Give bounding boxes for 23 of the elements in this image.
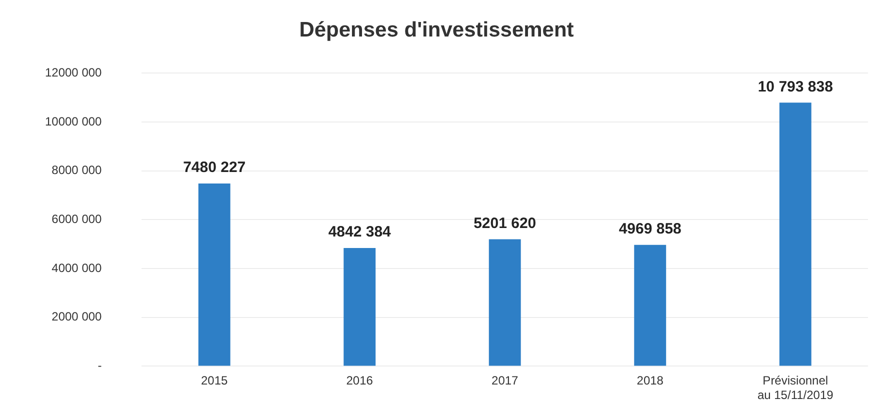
x-tick-label: 2017 bbox=[492, 374, 519, 388]
y-tick-label: 10000 000 bbox=[44, 114, 102, 128]
y-tick-label: 6000 000 bbox=[52, 212, 102, 226]
y-tick-label: 2000 000 bbox=[52, 310, 102, 324]
data-label: 4842 384 bbox=[328, 224, 392, 241]
bar bbox=[488, 239, 521, 366]
x-tick-label: 2015 bbox=[201, 374, 228, 388]
data-label: 7480 227 bbox=[183, 159, 246, 176]
y-tick-label: 12000 000 bbox=[44, 66, 102, 80]
bar bbox=[198, 184, 230, 366]
x-tick-label: Prévisionnel au 15/11/2019 bbox=[757, 374, 834, 402]
bar bbox=[779, 102, 812, 366]
chart-title: Dépenses d'investissement bbox=[299, 18, 574, 42]
bar bbox=[344, 248, 376, 366]
x-tick-label: 2016 bbox=[346, 374, 374, 388]
x-tick-label: 2018 bbox=[636, 374, 664, 388]
data-label: 4969 858 bbox=[618, 220, 682, 238]
data-label: 10 793 838 bbox=[758, 78, 833, 96]
y-tick-label: 4000 000 bbox=[52, 260, 102, 275]
bar bbox=[634, 244, 666, 366]
y-tick-label: - bbox=[98, 358, 102, 373]
y-tick-label: 8000 000 bbox=[52, 163, 102, 178]
data-label: 5201 620 bbox=[474, 214, 536, 232]
